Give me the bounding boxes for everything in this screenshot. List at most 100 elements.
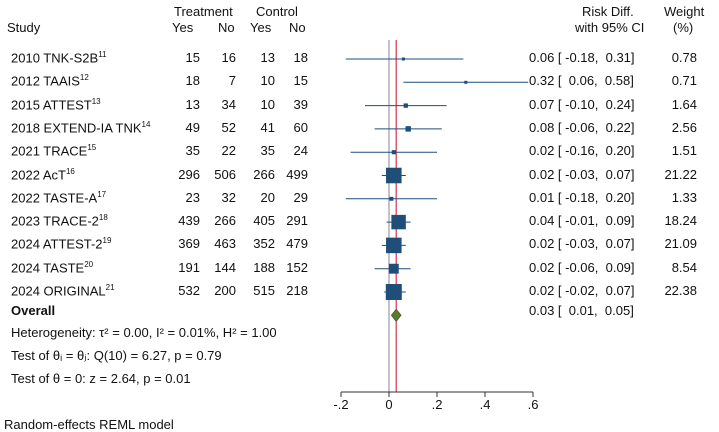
study-weight: 21.09 [664,236,697,251]
study-reference: 14 [141,120,151,129]
study-weight: 1.64 [671,97,697,112]
control-no-count: 15 [293,73,308,88]
control-yes-count: 405 [253,213,275,228]
x-tick-label: -.2 [333,397,348,412]
column-header-weight: Weight [664,4,705,19]
study-effect-marker [464,80,468,84]
study-weight: 21.22 [664,167,697,182]
homogeneity-test-note: Test of θᵢ = θⱼ: Q(10) = 6.27, p = 0.79 [11,348,222,363]
study-reference: 16 [65,167,75,176]
treatment-no-count: 506 [214,167,236,182]
study-name: 2022 TASTE-A17 [11,190,106,205]
study-reference: 12 [79,73,89,82]
study-ci-text: 0.01 [ -0.18, 0.20] [529,190,635,205]
control-no-count: 18 [293,50,308,65]
study-weight: 2.56 [671,120,697,135]
heterogeneity-note: Heterogeneity: τ² = 0.00, I² = 0.01%, H²… [11,325,277,340]
study-name: 2024 TASTE20 [11,260,93,275]
study-ci-text: 0.02 [ -0.02, 0.07] [529,283,635,298]
control-yes-count: 41 [260,120,275,135]
study-reference: 15 [87,143,97,152]
control-yes-count: 20 [260,190,275,205]
column-header-treatment-yes: Yes [172,20,194,35]
study-ci-text: 0.32 [ 0.06, 0.58] [529,73,634,88]
treatment-no-count: 16 [221,50,236,65]
study-weight: 18.24 [664,213,697,228]
study-weight: 0.78 [671,50,697,65]
study-effect-marker [391,150,396,155]
control-yes-count: 10 [260,97,275,112]
study-name-text: 2024 ORIGINAL [11,283,106,299]
x-tick-label: .6 [528,397,539,412]
study-effect-marker [391,214,406,230]
treatment-no-count: 7 [228,73,236,88]
treatment-yes-count: 296 [178,167,200,182]
study-name-text: 2024 ATTEST-2 [11,236,103,252]
treatment-no-count: 22 [221,143,236,158]
x-tick-label: .2 [432,397,443,412]
study-weight: 1.51 [671,143,697,158]
study-name: 2015 ATTEST13 [11,97,101,112]
overall-ci-text: 0.03 [ 0.01, 0.05] [529,303,634,318]
control-no-count: 29 [293,190,308,205]
study-ci-text: 0.04 [ -0.01, 0.09] [529,213,635,228]
study-ci-text: 0.02 [ -0.03, 0.07] [529,236,635,251]
study-reference: 11 [98,50,107,59]
study-effect-marker [403,103,408,108]
study-reference: 18 [98,213,108,222]
column-header-control-no: No [289,20,306,35]
study-reference: 21 [105,283,115,292]
treatment-yes-count: 15 [185,50,200,65]
study-name: 2018 EXTEND-IA TNK14 [11,120,150,135]
control-yes-count: 515 [253,283,275,298]
study-name: 2024 ORIGINAL21 [11,283,115,298]
column-header-study: Study [7,20,41,35]
study-weight: 22.38 [664,283,697,298]
study-reference: 13 [91,97,101,106]
study-effect-marker [386,167,402,184]
study-weight: 0.71 [671,73,697,88]
study-weight: 8.54 [671,260,697,275]
control-no-count: 152 [286,260,308,275]
effect-test-note: Test of θ = 0: z = 2.64, p = 0.01 [11,371,191,386]
control-yes-count: 266 [253,167,275,182]
column-header-control-yes: Yes [250,20,272,35]
column-header-control: Control [256,4,298,19]
column-header-effect: Risk Diff. [582,4,634,19]
study-ci-text: 0.02 [ -0.03, 0.07] [529,167,635,182]
study-effect-marker [386,237,402,254]
control-no-count: 499 [286,167,308,182]
control-no-count: 291 [286,213,308,228]
overall-diamond [390,308,402,322]
study-name-text: 2012 TAAIS [11,73,80,89]
control-yes-count: 352 [253,236,275,251]
study-name: 2023 TRACE-218 [11,213,108,228]
study-reference: 19 [102,236,112,245]
treatment-no-count: 266 [214,213,236,228]
study-name: 2010 TNK-S2B11 [11,50,107,65]
study-ci-text: 0.08 [ -0.06, 0.22] [529,120,635,135]
study-effect-marker [401,57,405,61]
study-name: 2012 TAAIS12 [11,73,89,88]
treatment-yes-count: 191 [178,260,200,275]
treatment-yes-count: 23 [185,190,200,205]
study-effect-marker [388,263,399,274]
study-effect-marker [385,284,402,300]
study-name-text: 2024 TASTE [11,260,85,276]
study-effect-marker [405,126,411,132]
treatment-yes-count: 532 [178,283,200,298]
study-name-text: 2010 TNK-S2B [11,50,99,66]
control-no-count: 39 [293,97,308,112]
study-weight: 1.33 [671,190,697,205]
model-note: Random-effects REML model [4,417,174,432]
study-name-text: 2018 EXTEND-IA TNK [11,120,142,136]
column-header-treatment-no: No [218,20,235,35]
treatment-yes-count: 369 [178,236,200,251]
study-ci-text: 0.06 [ -0.18, 0.31] [529,50,635,65]
study-name-text: 2023 TRACE-2 [11,213,99,229]
x-tick-label: 0 [385,397,392,412]
treatment-no-count: 52 [221,120,236,135]
study-name: 2022 AcT16 [11,167,75,182]
study-reference: 17 [97,190,107,199]
